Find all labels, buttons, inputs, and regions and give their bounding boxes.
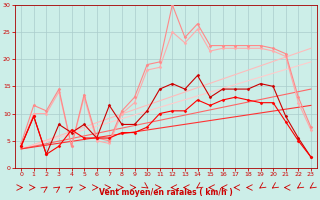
- X-axis label: Vent moyen/en rafales ( km/h ): Vent moyen/en rafales ( km/h ): [99, 188, 233, 197]
